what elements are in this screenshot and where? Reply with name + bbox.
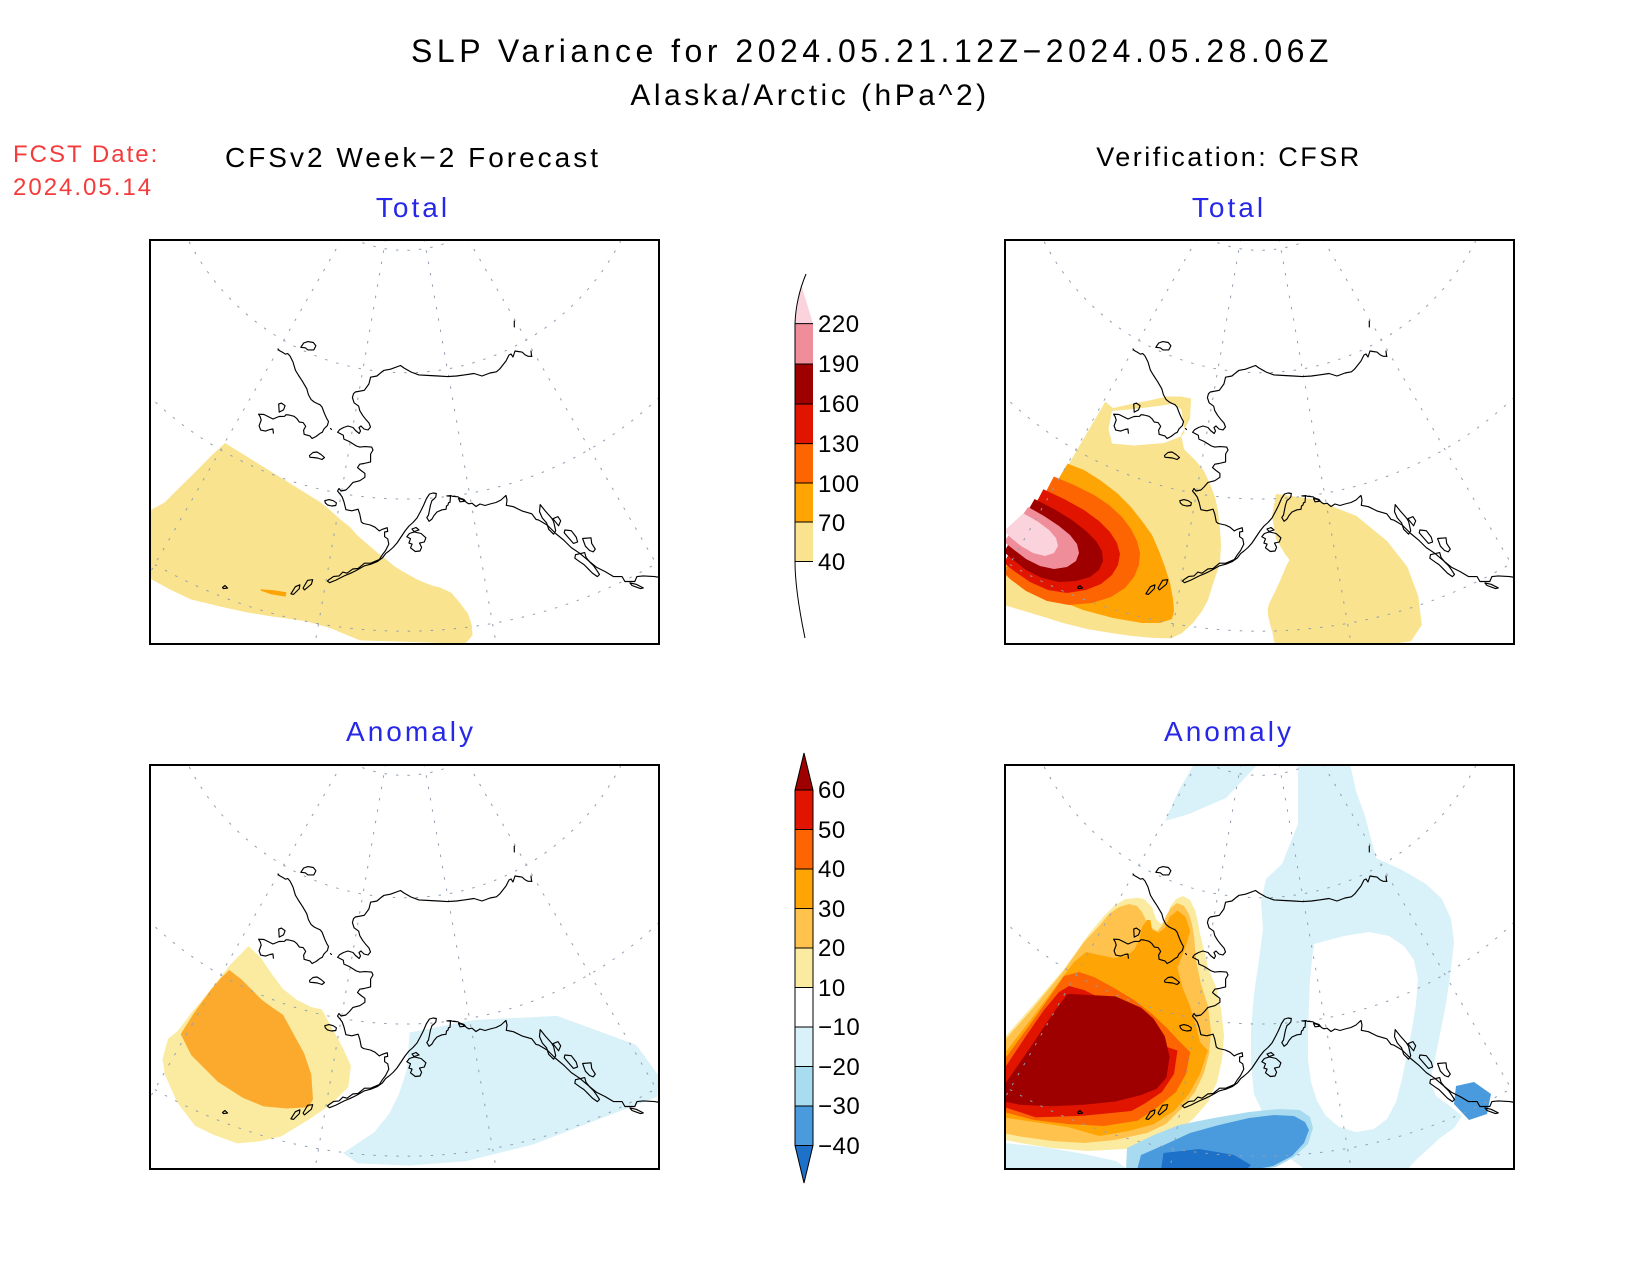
svg-text:−10: −10 [818,1014,860,1041]
svg-text:20: 20 [818,935,846,962]
svg-text:160: 160 [818,391,860,418]
svg-text:50: 50 [818,817,846,844]
svg-text:−20: −20 [818,1054,860,1081]
svg-text:130: 130 [818,431,860,458]
svg-text:40: 40 [818,856,846,883]
svg-text:220: 220 [818,311,860,338]
svg-text:−30: −30 [818,1093,860,1120]
svg-text:10: 10 [818,975,846,1002]
svg-text:70: 70 [818,510,846,537]
svg-text:100: 100 [818,471,860,498]
svg-text:40: 40 [818,549,846,576]
svg-text:60: 60 [818,777,846,804]
svg-text:190: 190 [818,351,860,378]
svg-text:−40: −40 [818,1133,860,1160]
svg-text:30: 30 [818,896,846,923]
